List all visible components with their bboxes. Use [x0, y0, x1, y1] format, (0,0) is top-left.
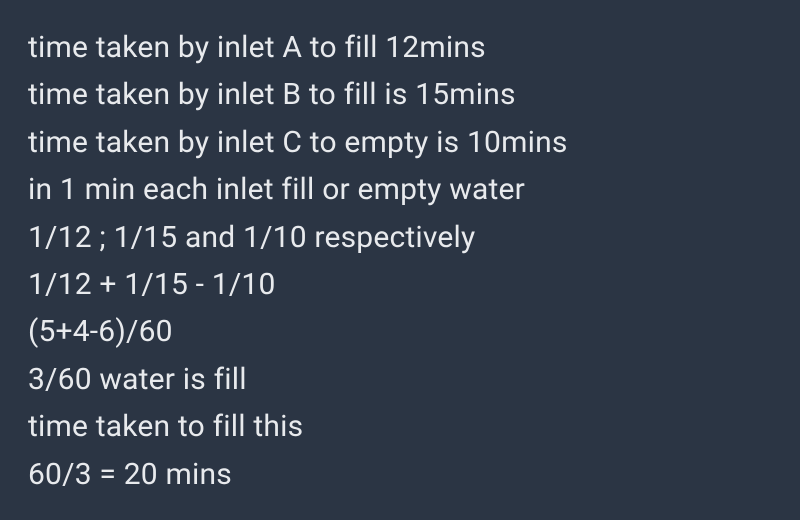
text-line: time taken to fill this — [28, 403, 772, 450]
text-line: 3/60 water is fill — [28, 356, 772, 403]
text-line: 1/12 + 1/15 - 1/10 — [28, 261, 772, 308]
text-line: in 1 min each inlet fill or empty water — [28, 166, 772, 213]
text-line: 1/12 ; 1/15 and 1/10 respectively — [28, 214, 772, 261]
text-line: time taken by inlet B to fill is 15mins — [28, 71, 772, 118]
text-line: 60/3 = 20 mins — [28, 451, 772, 498]
text-line: time taken by inlet C to empty is 10mins — [28, 119, 772, 166]
text-line: (5+4-6)/60 — [28, 308, 772, 355]
solution-text-block: time taken by inlet A to fill 12mins tim… — [28, 24, 772, 498]
text-line: time taken by inlet A to fill 12mins — [28, 24, 772, 71]
